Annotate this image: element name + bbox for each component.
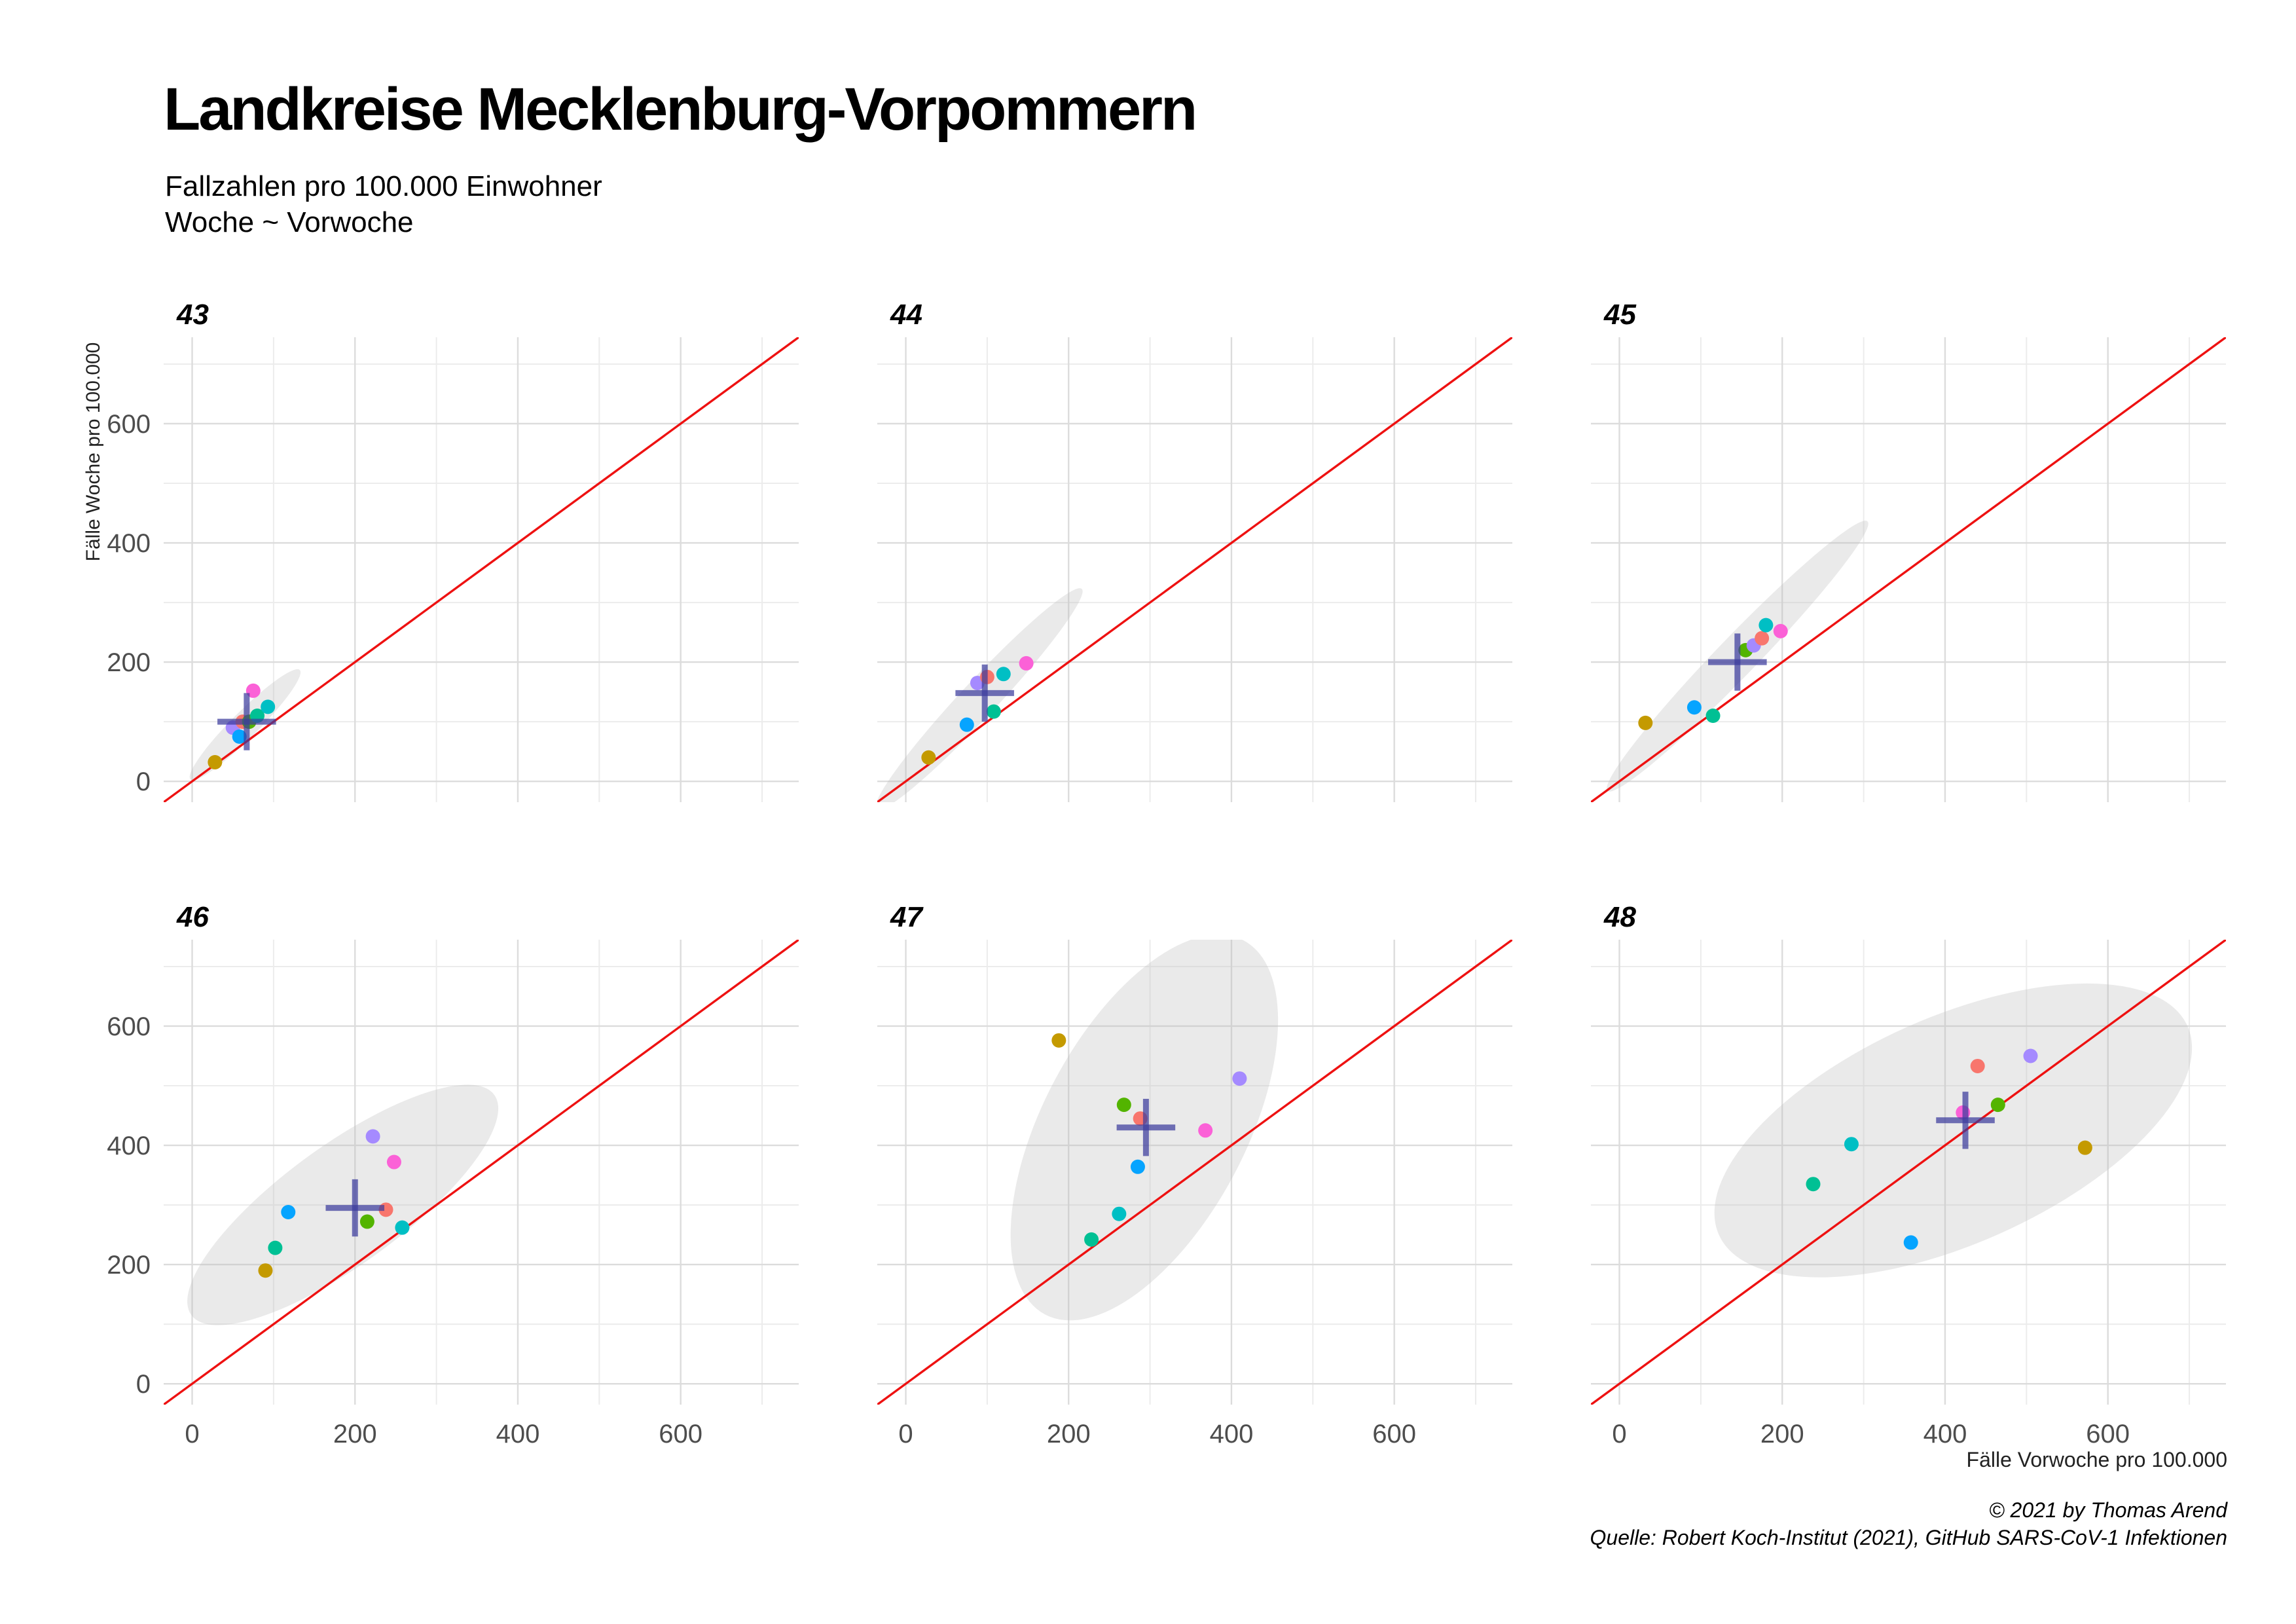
x-tick-label: 200: [1760, 1420, 1804, 1449]
data-point: [365, 1129, 380, 1144]
panel-plot-area: [877, 337, 1512, 802]
facet-label: 45: [1603, 299, 1636, 331]
y-tick-label: 400: [107, 1132, 151, 1160]
reference-line-y-equals-x: [877, 940, 1512, 1405]
y-tick-label: 400: [107, 529, 151, 558]
chart-title: Landkreise Mecklenburg-Vorpommern: [164, 76, 1197, 143]
facet-panel-48: 48 0 200 400 600: [1591, 901, 2226, 1449]
data-point: [258, 1263, 273, 1278]
panel-plot-area: [1591, 940, 2226, 1405]
x-tick-label: 600: [1372, 1420, 1416, 1449]
panel-plot-area: [1591, 337, 2226, 802]
x-tick-label: 0: [1612, 1420, 1626, 1449]
facet-label: 44: [890, 299, 922, 331]
data-point: [1705, 709, 1721, 724]
x-axis-label: Fälle Vorwoche pro 100.000: [1967, 1448, 2227, 1471]
reference-line-y-equals-x: [1591, 337, 2226, 802]
facet-panel-45: 45: [1591, 299, 2226, 802]
data-point: [959, 717, 974, 732]
data-point: [1686, 700, 1702, 715]
data-point: [986, 704, 1001, 719]
data-point: [359, 1214, 374, 1229]
data-point: [1806, 1177, 1821, 1192]
x-tick-label: 200: [333, 1420, 377, 1449]
confidence-ellipse: [877, 588, 1083, 802]
facet-label: 47: [890, 901, 924, 933]
caption-source: Quelle: Robert Koch-Institut (2021), Git…: [1590, 1526, 2228, 1549]
x-tick-label: 600: [659, 1420, 702, 1449]
data-point: [921, 750, 936, 765]
y-tick-label: 600: [107, 410, 151, 439]
data-point: [281, 1204, 296, 1219]
data-point: [1844, 1137, 1859, 1152]
data-point: [1903, 1235, 1918, 1250]
data-point: [386, 1154, 401, 1170]
panel-plot-area: [877, 940, 1512, 1405]
y-tick-label: 600: [107, 1012, 151, 1041]
y-tick-label: 0: [136, 1370, 151, 1399]
y-tick-label: 0: [136, 767, 151, 796]
x-tick-label: 200: [1047, 1420, 1091, 1449]
x-tick-label: 0: [898, 1420, 913, 1449]
facet-panel-46: 46 0 200 400 600 0 200 400 600: [107, 901, 799, 1449]
confidence-ellipse: [1714, 983, 2193, 1278]
reference-line-y-equals-x: [1591, 940, 2226, 1405]
x-tick-label: 600: [2086, 1420, 2130, 1449]
facet-label: 48: [1603, 901, 1636, 933]
data-point: [1990, 1098, 2005, 1113]
data-point: [1773, 623, 1788, 638]
data-point: [996, 667, 1011, 682]
x-tick-label: 400: [1923, 1420, 1967, 1449]
data-point: [395, 1220, 410, 1235]
reference-line-y-equals-x: [877, 337, 1512, 802]
reference-line-y-equals-x: [164, 940, 799, 1405]
facet-panel-43: 43 0 200 400 600: [107, 299, 799, 802]
data-point: [1130, 1159, 1145, 1174]
caption-copyright: © 2021 by Thomas Arend: [1989, 1498, 2227, 1522]
y-tick-label: 200: [107, 648, 151, 677]
x-tick-label: 400: [496, 1420, 540, 1449]
data-point: [1755, 631, 1770, 646]
data-point: [1051, 1033, 1066, 1048]
data-point: [1112, 1206, 1127, 1221]
y-tick-label: 200: [107, 1251, 151, 1280]
reference-line-y-equals-x: [164, 337, 799, 802]
panel-plot-area: [164, 337, 799, 802]
y-axis-label: Fälle Woche pro 100.000: [82, 342, 104, 562]
facet-panel-47: 47 0 200 400 600: [877, 901, 1512, 1449]
chart-subtitle-line-2: Woche ~ Vorwoche: [165, 206, 414, 238]
facet-label: 46: [176, 901, 209, 933]
data-point: [268, 1240, 283, 1255]
data-point: [1970, 1058, 1985, 1073]
data-point: [1638, 715, 1653, 730]
facet-label: 43: [176, 299, 209, 331]
data-point: [1232, 1071, 1247, 1086]
data-point: [2077, 1140, 2092, 1155]
x-tick-label: 0: [185, 1420, 199, 1449]
x-tick-label: 400: [1210, 1420, 1254, 1449]
panel-plot-area: [164, 940, 799, 1405]
data-point: [208, 755, 223, 770]
data-point: [1019, 655, 1034, 671]
chart-subtitle-line-1: Fallzahlen pro 100.000 Einwohner: [165, 170, 602, 202]
data-point: [232, 729, 247, 744]
data-point: [1116, 1098, 1131, 1113]
data-point: [1084, 1232, 1099, 1247]
data-point: [2023, 1048, 2038, 1063]
data-point: [1758, 618, 1774, 633]
data-point: [261, 699, 276, 714]
facet-panel-44: 44: [877, 299, 1512, 802]
data-point: [1198, 1123, 1213, 1138]
